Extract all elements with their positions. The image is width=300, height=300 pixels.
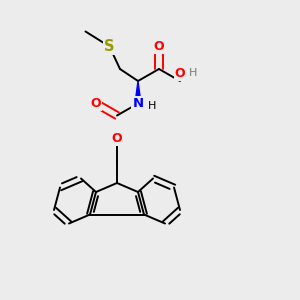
Text: H: H [189,68,198,79]
Text: H: H [148,101,157,111]
Text: O: O [154,40,164,53]
Text: O: O [112,131,122,145]
Text: N: N [132,97,144,110]
Text: O: O [175,67,185,80]
Polygon shape [135,81,141,103]
Text: O: O [91,97,101,110]
Text: S: S [104,39,115,54]
